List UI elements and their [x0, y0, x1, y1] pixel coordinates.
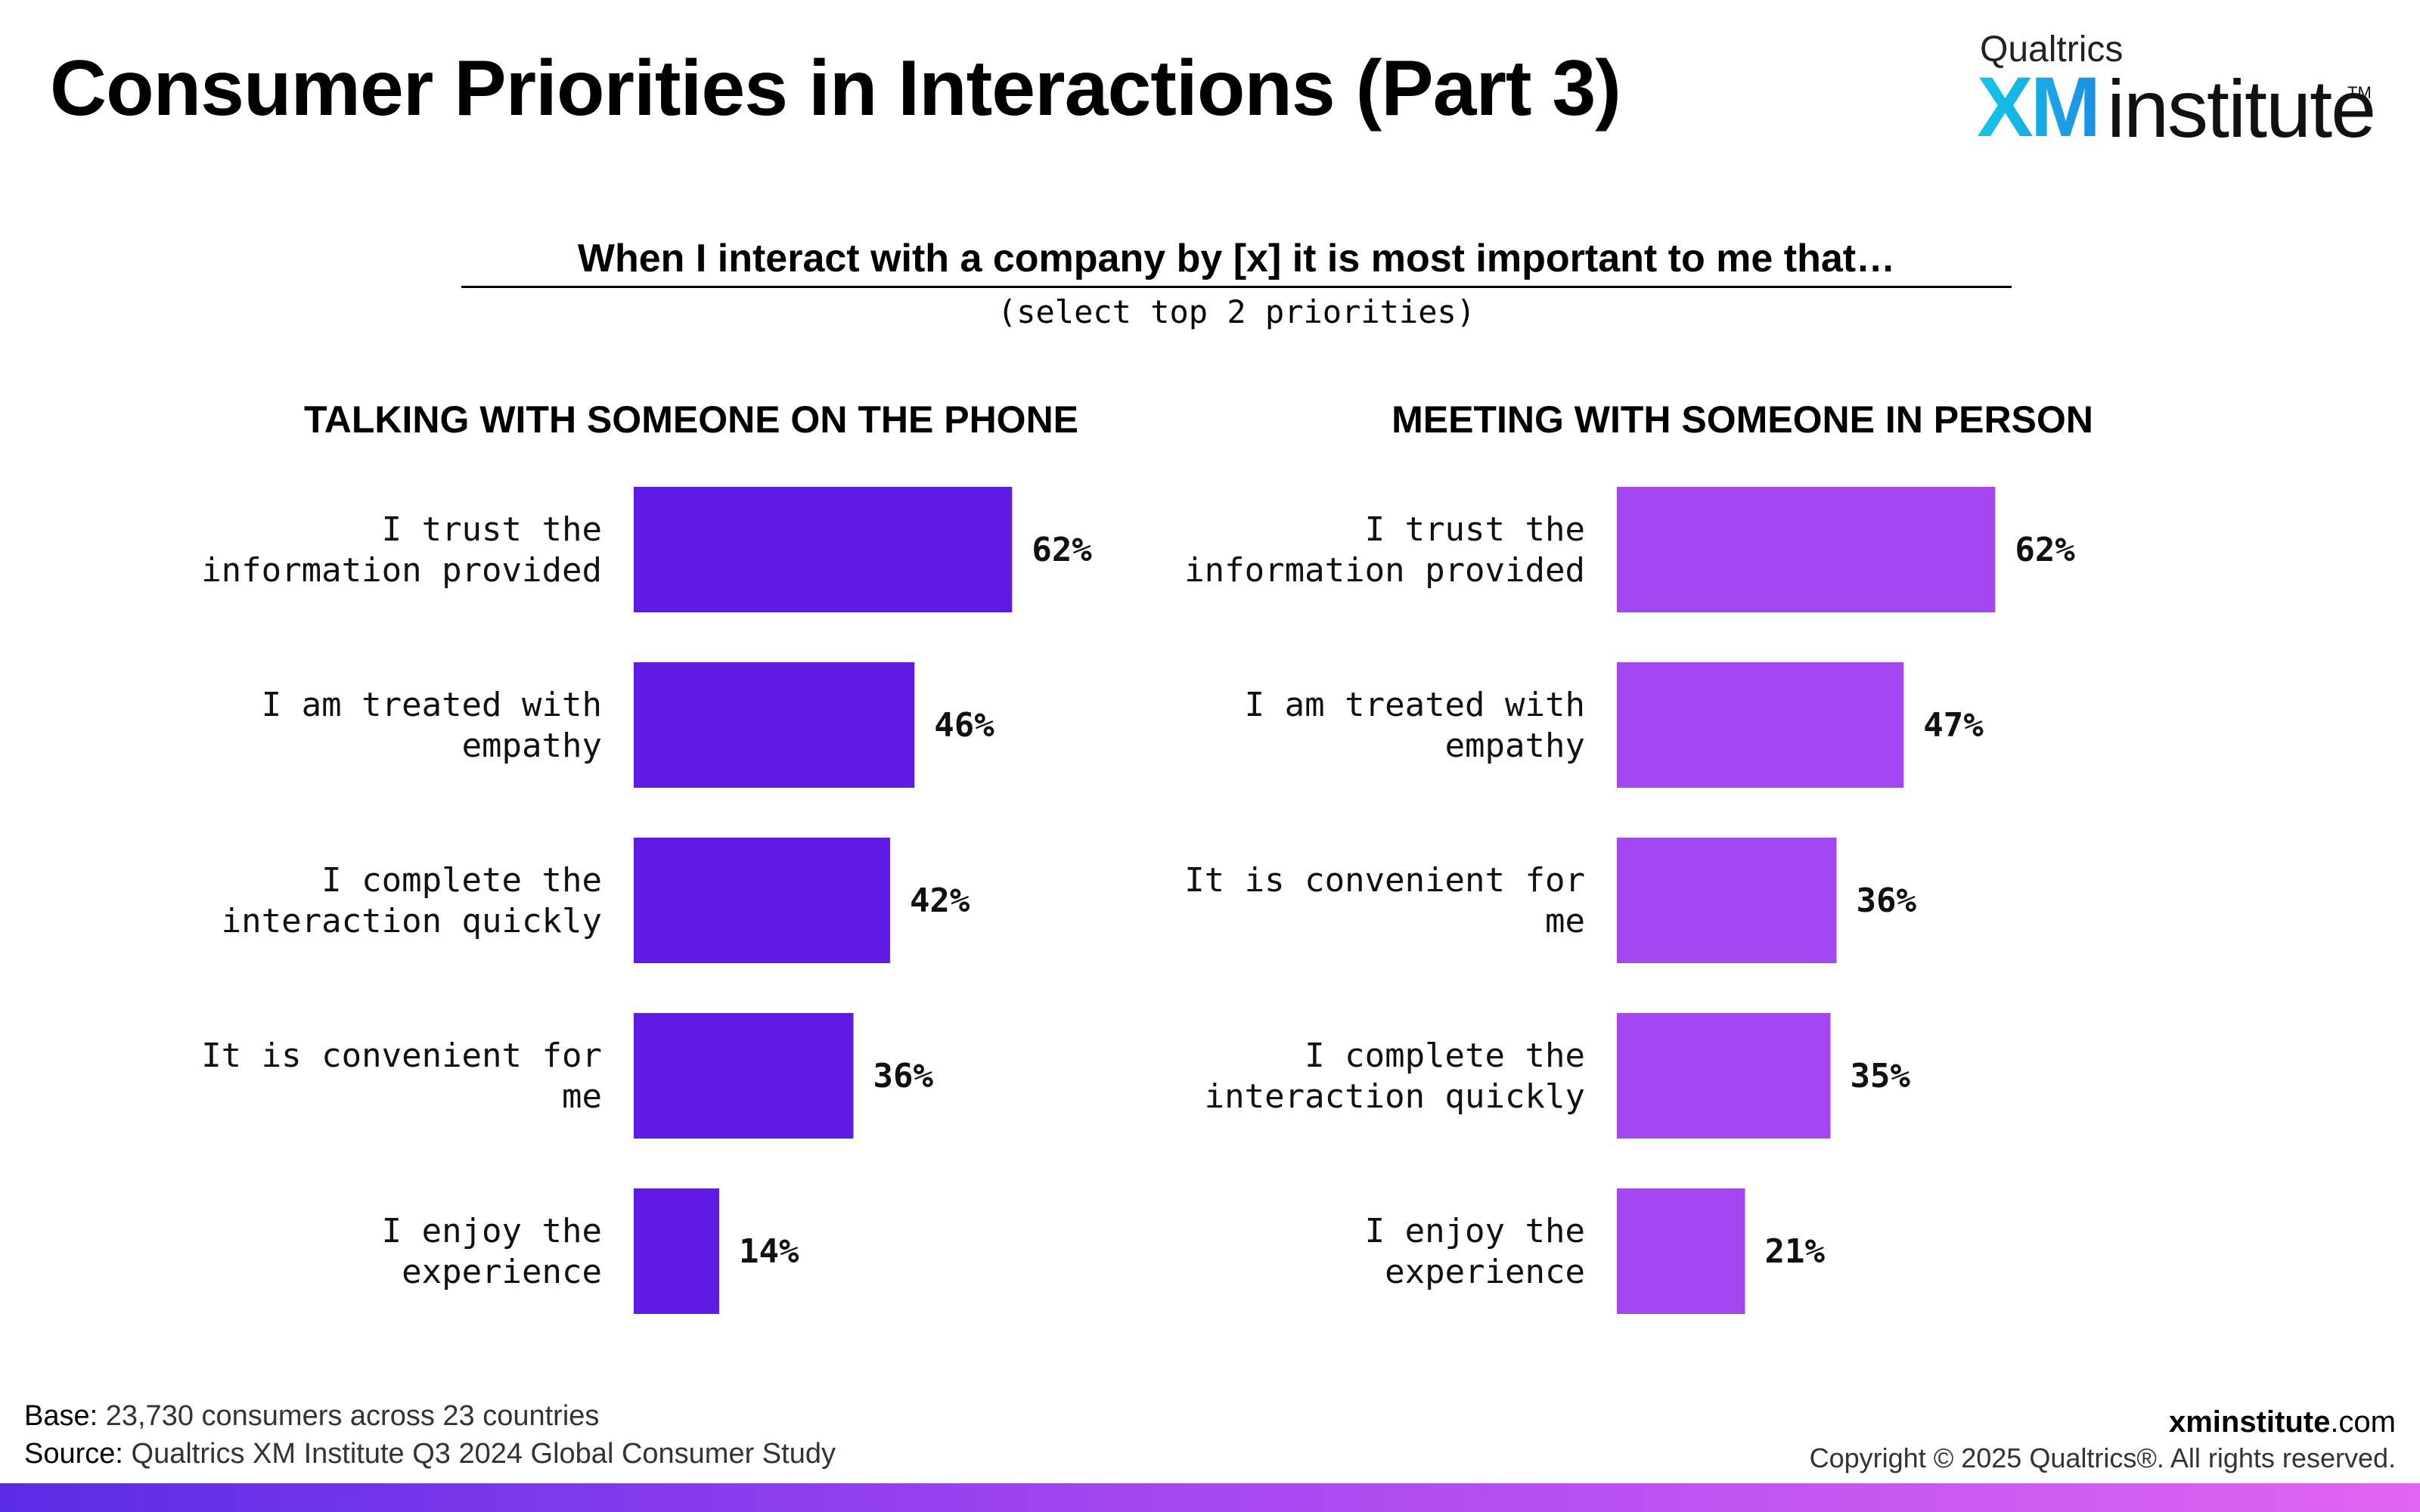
- category-label: I complete the: [1305, 1036, 1585, 1075]
- category-label: me: [1545, 902, 1585, 940]
- chart-title: TALKING WITH SOMEONE ON THE PHONE: [304, 398, 1078, 441]
- category-label: interaction quickly: [222, 902, 602, 940]
- category-label: empathy: [462, 727, 602, 765]
- logo-trademark: TM: [2347, 83, 2372, 102]
- data-label: 47%: [1923, 706, 1984, 745]
- category-label: It is convenient for: [1184, 861, 1585, 900]
- question-note: (select top 2 priorities): [997, 293, 1476, 330]
- category-label: I complete the: [321, 861, 602, 900]
- bar: [1617, 1013, 1831, 1139]
- chart-title: MEETING WITH SOMEONE IN PERSON: [1392, 398, 2093, 441]
- source-line: Source: Qualtrics XM Institute Q3 2024 G…: [24, 1435, 836, 1473]
- data-label: 46%: [934, 706, 994, 745]
- bar-charts: TALKING WITH SOMEONE ON THE PHONE I trust…: [201, 398, 2093, 1314]
- data-label: 36%: [1857, 881, 1917, 920]
- category-label: interaction quickly: [1205, 1077, 1585, 1116]
- copyright-text: Copyright © 2025 Qualtrics®. All rights …: [1809, 1442, 2396, 1473]
- page-title: Consumer Priorities in Interactions (Par…: [50, 45, 1621, 132]
- data-label: 35%: [1850, 1057, 1910, 1095]
- category-label: experience: [1385, 1253, 1585, 1291]
- xm-institute-logo: Qualtrics XM institute TM: [1977, 29, 2376, 150]
- category-label: I am treated with: [1245, 686, 1585, 724]
- source-label: Source:: [24, 1438, 123, 1470]
- question-text: When I interact with a company by [x] it…: [577, 237, 1896, 280]
- data-label: 62%: [1032, 531, 1092, 569]
- category-label: I enjoy the: [1365, 1212, 1585, 1250]
- bar: [1617, 1188, 1745, 1314]
- category-label: I trust the: [382, 510, 602, 549]
- site-bold: xminstitute: [2168, 1405, 2331, 1439]
- bar: [1617, 838, 1837, 963]
- base-line: Base: 23,730 consumers across 23 countri…: [24, 1397, 836, 1435]
- site-link[interactable]: xminstitute.com: [1810, 1405, 2396, 1439]
- bar: [1617, 487, 1996, 612]
- data-label: 42%: [910, 881, 970, 920]
- question-divider: [461, 286, 2012, 288]
- site-rest: .com: [2330, 1405, 2396, 1439]
- category-label: I am treated with: [262, 686, 602, 724]
- footer-base-source: Base: 23,730 consumers across 23 countri…: [24, 1397, 836, 1473]
- base-value: 23,730 consumers across 23 countries: [105, 1400, 600, 1432]
- category-label: experience: [402, 1253, 602, 1291]
- category-label: me: [562, 1077, 602, 1116]
- data-label: 62%: [2015, 531, 2075, 569]
- bar: [634, 838, 890, 963]
- bottom-gradient-band: [0, 1483, 2420, 1512]
- category-label: empathy: [1445, 727, 1585, 765]
- category-label: It is convenient for: [201, 1036, 602, 1075]
- data-label: 21%: [1764, 1232, 1825, 1271]
- data-label: 14%: [739, 1232, 799, 1271]
- bar: [634, 1013, 854, 1139]
- bar: [1617, 662, 1904, 788]
- category-label: information provided: [201, 551, 602, 590]
- footer-right: xminstitute.com Copyright © 2025 Qualtri…: [1810, 1405, 2396, 1477]
- logo-qualtrics-text: Qualtrics: [1980, 29, 2124, 70]
- logo-xm-text: XM: [1977, 60, 2101, 154]
- data-label: 36%: [873, 1057, 934, 1095]
- bar: [634, 1188, 719, 1314]
- logo-institute-text: institute: [2107, 63, 2376, 154]
- bar: [634, 487, 1013, 612]
- category-label: I trust the: [1365, 510, 1585, 549]
- category-label: I enjoy the: [382, 1212, 602, 1250]
- category-label: information provided: [1184, 551, 1585, 590]
- base-label: Base:: [24, 1400, 98, 1432]
- source-value: Qualtrics XM Institute Q3 2024 Global Co…: [131, 1438, 836, 1470]
- bar: [634, 662, 915, 788]
